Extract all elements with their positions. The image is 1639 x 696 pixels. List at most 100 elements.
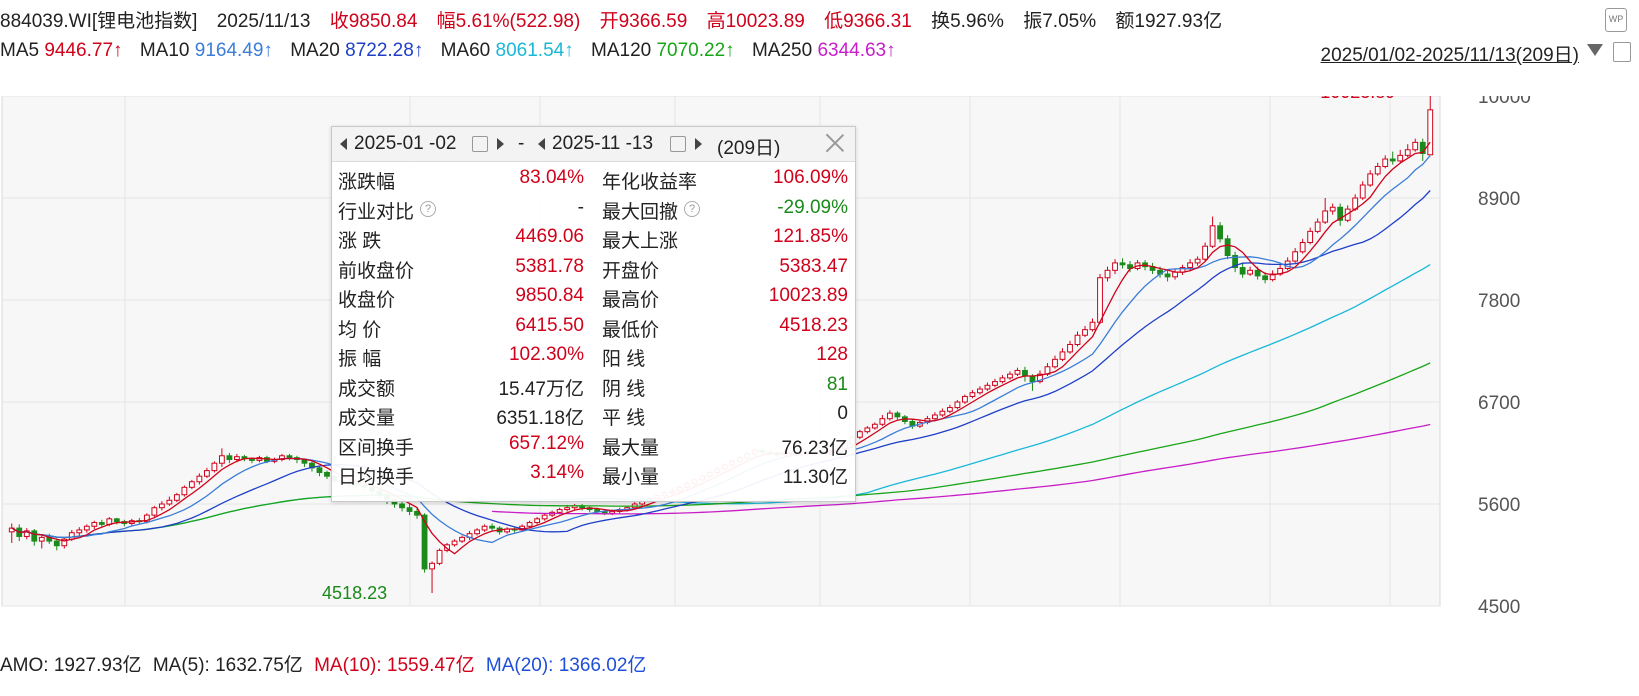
stats-row: 前收盘价 5381.78 开盘价 5383.47 bbox=[338, 256, 848, 286]
stat-value: 6351.18亿 bbox=[496, 408, 584, 429]
prev-end-icon[interactable] bbox=[538, 138, 545, 150]
wp-icon[interactable]: WP bbox=[1605, 8, 1627, 32]
candle-body bbox=[864, 427, 871, 433]
candle-body bbox=[1269, 273, 1276, 281]
candle-body bbox=[23, 530, 30, 537]
candle-body bbox=[1007, 373, 1013, 379]
close-icon[interactable] bbox=[825, 133, 845, 153]
stat-value: 11.30亿 bbox=[782, 467, 848, 488]
candle-body bbox=[1037, 373, 1043, 383]
stat-label: 涨跌幅 bbox=[338, 172, 396, 193]
ma20-value: 8722.28↑ bbox=[345, 40, 424, 61]
candle-body bbox=[856, 431, 863, 438]
candle-body bbox=[564, 507, 571, 511]
ma250-label: MA250 bbox=[751, 40, 813, 61]
candle-body bbox=[1014, 369, 1021, 375]
stats-row: 振 幅 102.30% 阳 线 128 bbox=[338, 344, 848, 374]
stat-value: 83.04% bbox=[519, 167, 584, 188]
candle-body bbox=[962, 395, 968, 403]
candle-body bbox=[1262, 275, 1269, 281]
stat-label: 涨 跌 bbox=[338, 231, 382, 252]
stats-row: 区间换手 657.12% 最大量 76.23亿 bbox=[338, 433, 848, 463]
candle-body bbox=[203, 470, 210, 477]
candle-body bbox=[143, 514, 150, 523]
index-name: 884039.WI[锂电池指数] bbox=[0, 11, 198, 32]
y-tick-label: 6700 bbox=[1478, 393, 1520, 414]
high-label: 10023.89 bbox=[1320, 96, 1395, 102]
candle-body bbox=[1052, 358, 1058, 368]
candle-body bbox=[1337, 206, 1344, 221]
candle-body bbox=[1202, 245, 1208, 260]
vol-ma20: MA(20): 1366.02亿 bbox=[485, 655, 647, 676]
candle-body bbox=[1412, 141, 1419, 151]
y-tick-label: 5600 bbox=[1478, 495, 1520, 516]
stat-label: 最大回撤 bbox=[602, 201, 679, 223]
y-tick-label: 4500 bbox=[1478, 597, 1520, 618]
candle-body bbox=[451, 540, 458, 546]
candle-body bbox=[1187, 262, 1193, 269]
next-start-icon[interactable] bbox=[497, 138, 504, 150]
candle-body bbox=[1067, 344, 1073, 353]
candle-body bbox=[992, 381, 998, 386]
chevron-down-icon[interactable] bbox=[1587, 44, 1603, 56]
stat-label: 平 线 bbox=[602, 408, 646, 429]
stats-row: 收盘价 9850.84 最高价 10023.89 bbox=[338, 285, 848, 315]
change-pct: 幅5.61%(522.98) bbox=[436, 11, 581, 32]
help-icon[interactable]: ? bbox=[684, 200, 700, 217]
turnover-rate: 换5.96% bbox=[931, 11, 1004, 32]
calendar-icon[interactable] bbox=[472, 136, 488, 152]
ma10-value: 9164.49↑ bbox=[194, 40, 273, 61]
candle-body bbox=[1374, 165, 1381, 175]
prev-start-icon[interactable] bbox=[340, 138, 347, 150]
candle-body bbox=[474, 529, 480, 535]
end-date[interactable]: 2025-11 -13 bbox=[552, 133, 654, 154]
calendar-icon[interactable] bbox=[670, 136, 686, 152]
candle-body bbox=[1367, 173, 1374, 186]
stat-label: 成交额 bbox=[338, 378, 396, 400]
stat-label: 振 幅 bbox=[338, 349, 382, 370]
candle-body bbox=[489, 525, 495, 529]
candle-body bbox=[1112, 262, 1118, 271]
stats-row: 均 价 6415.50 最低价 4518.23 bbox=[338, 315, 848, 345]
help-icon[interactable]: ? bbox=[420, 200, 436, 217]
open-price: 开9366.59 bbox=[599, 11, 688, 32]
candle-body bbox=[1292, 251, 1299, 262]
candle-body bbox=[38, 536, 45, 542]
candle-body bbox=[1359, 184, 1366, 199]
candle-body bbox=[1404, 149, 1411, 156]
quote-header: 884039.WI[锂电池指数] 2025/11/13 收9850.84 幅5.… bbox=[0, 6, 1236, 34]
candle-body bbox=[226, 455, 233, 460]
candle-body bbox=[61, 538, 68, 547]
candle-body bbox=[541, 514, 548, 520]
candle-body bbox=[324, 471, 330, 477]
candle-body bbox=[481, 525, 488, 531]
start-date[interactable]: 2025-01 -02 bbox=[354, 133, 457, 154]
range-days: (209日) bbox=[717, 138, 781, 159]
stats-row: 成交额 15.47万亿阴 线 81 bbox=[338, 374, 848, 404]
vol-ma10: MA(10): 1559.47亿 bbox=[314, 655, 475, 676]
stat-value: 76.23亿 bbox=[781, 437, 848, 459]
stat-label: 阳 线 bbox=[602, 349, 646, 370]
candle-body bbox=[1172, 271, 1178, 278]
candle-body bbox=[1209, 225, 1216, 247]
candle-body bbox=[534, 518, 541, 524]
stat-label: 区间换手 bbox=[338, 437, 415, 459]
y-tick-label: 10000 bbox=[1478, 96, 1531, 108]
ma10-legend: MA10 9164.49↑ bbox=[140, 40, 273, 61]
candle-body bbox=[1104, 269, 1111, 279]
candle-body bbox=[1307, 230, 1314, 244]
amo-value: AMO: 1927.93亿 bbox=[0, 655, 142, 676]
candle-body bbox=[556, 509, 563, 513]
ma5-label: MA5 bbox=[0, 40, 40, 61]
stat-label: 最低价 bbox=[602, 319, 660, 341]
stat-value: 657.12% bbox=[508, 432, 584, 454]
pin-icon[interactable] bbox=[1613, 42, 1631, 62]
next-end-icon[interactable] bbox=[695, 138, 702, 150]
candle-body bbox=[1059, 351, 1066, 360]
close-price: 收9850.84 bbox=[329, 11, 418, 32]
candle-body bbox=[1419, 141, 1426, 154]
stat-label: 阴 线 bbox=[602, 378, 646, 400]
candle-body bbox=[188, 481, 195, 488]
stat-label: 日均换手 bbox=[338, 467, 415, 488]
date-range-selector[interactable]: 2025/01/02-2025/11/13(209日) bbox=[1320, 45, 1579, 66]
